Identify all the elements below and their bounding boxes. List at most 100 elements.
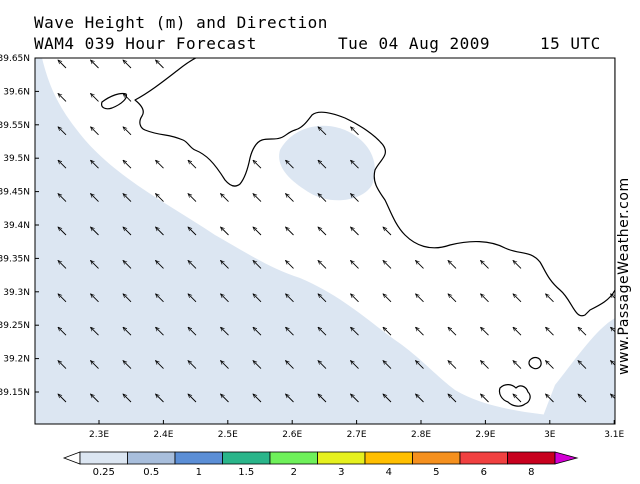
wave-arrow bbox=[318, 327, 327, 336]
wave-arrow bbox=[91, 361, 99, 369]
wave-arrow bbox=[123, 327, 132, 336]
scale-swatch bbox=[459, 451, 508, 465]
website-credit: www.PassageWeather.com bbox=[612, 120, 634, 380]
wave-arrow bbox=[318, 294, 327, 303]
lat-label: 39.2N bbox=[3, 355, 30, 365]
lon-label: 3E bbox=[544, 430, 556, 440]
wave-arrow bbox=[253, 294, 262, 303]
scale-swatch bbox=[222, 451, 271, 465]
wave-arrow bbox=[91, 294, 99, 303]
wave-arrow bbox=[318, 227, 327, 236]
wave-arrow bbox=[448, 427, 456, 435]
scale-label: 8 bbox=[528, 467, 534, 478]
wave-arrow bbox=[351, 127, 359, 136]
wave-arrow bbox=[416, 361, 424, 369]
wave-arrow bbox=[578, 327, 587, 336]
latitude-axis: 39.65N 39.6N 39.55N 39.5N 39.45N 39.4N 39.35N 3… bbox=[0, 54, 39, 398]
wave-arrow bbox=[58, 294, 67, 303]
wave-arrow bbox=[513, 394, 522, 403]
wave-arrow bbox=[383, 361, 392, 369]
wave-arrow bbox=[351, 227, 359, 236]
lat-label: 39.4N bbox=[3, 221, 30, 231]
wave-arrow bbox=[123, 160, 132, 169]
scale-swatch bbox=[79, 451, 128, 465]
wave-arrow bbox=[286, 227, 294, 236]
wave-arrow bbox=[91, 260, 99, 269]
wave-arrow bbox=[253, 260, 262, 269]
wave-arrow bbox=[383, 327, 392, 336]
wave-arrow bbox=[416, 327, 424, 336]
wave-arrow bbox=[253, 227, 262, 236]
credit-text: www.PassageWeather.com bbox=[616, 177, 632, 375]
wave-arrow bbox=[286, 160, 294, 169]
wave-arrow bbox=[383, 427, 391, 435]
forecast-model: WAM4 039 Hour Forecast bbox=[34, 34, 257, 53]
wave-arrow bbox=[513, 327, 522, 336]
wave-arrow bbox=[221, 227, 229, 236]
wave-arrow bbox=[123, 60, 132, 69]
wave-arrow bbox=[123, 361, 132, 369]
wave-arrow bbox=[318, 160, 327, 169]
wave-arrow bbox=[318, 127, 327, 136]
wave-arrow bbox=[253, 194, 262, 202]
wave-arrow bbox=[188, 160, 197, 169]
scale-swatch bbox=[317, 451, 366, 465]
wave-arrow bbox=[123, 394, 132, 403]
wave-arrow bbox=[123, 127, 132, 136]
low-wave-region-west bbox=[35, 58, 615, 424]
wave-arrow bbox=[481, 327, 489, 336]
wave-arrow bbox=[91, 60, 99, 69]
lat-label: 39.15N bbox=[0, 388, 30, 398]
wave-arrow bbox=[91, 93, 99, 102]
wave-arrow bbox=[351, 394, 359, 403]
scale-label: 2 bbox=[291, 467, 297, 478]
scale-swatch bbox=[269, 451, 318, 465]
scale-swatch bbox=[507, 451, 556, 465]
forecast-time: 15 UTC bbox=[540, 34, 601, 53]
wave-arrow bbox=[318, 194, 327, 202]
low-wave-region-bay bbox=[279, 125, 375, 201]
lon-label: 2.9E bbox=[475, 430, 495, 440]
wave-arrow bbox=[58, 427, 66, 435]
wave-arrow bbox=[91, 127, 99, 136]
wave-arrow bbox=[58, 60, 67, 69]
wave-arrow bbox=[123, 227, 132, 236]
wave-arrow bbox=[91, 394, 99, 403]
wave-arrow bbox=[221, 361, 229, 369]
lat-label: 39.6N bbox=[3, 87, 30, 97]
wave-arrow bbox=[58, 327, 67, 336]
wave-arrow bbox=[286, 327, 294, 336]
wave-arrow bbox=[91, 160, 99, 169]
wave-arrow bbox=[156, 160, 164, 169]
lon-label: 2.8E bbox=[411, 430, 431, 440]
wave-arrow bbox=[448, 260, 457, 269]
wave-arrow bbox=[383, 260, 392, 269]
wave-arrow bbox=[351, 327, 359, 336]
wave-arrow bbox=[58, 394, 67, 403]
scale-label: 1.5 bbox=[238, 467, 254, 478]
wave-arrow bbox=[286, 194, 294, 202]
wave-arrow bbox=[351, 294, 359, 303]
wave-arrow bbox=[416, 394, 424, 403]
wave-arrow bbox=[156, 227, 164, 236]
scale-swatch bbox=[412, 451, 461, 465]
wave-arrow bbox=[123, 194, 132, 202]
wave-arrow bbox=[156, 327, 164, 336]
dragonera-island bbox=[101, 92, 127, 110]
wave-arrow bbox=[578, 361, 587, 369]
wave-arrow bbox=[58, 361, 67, 369]
scale-label: 0.5 bbox=[143, 467, 159, 478]
wave-arrow bbox=[416, 260, 424, 269]
scale-min-cap bbox=[62, 451, 81, 465]
wave-arrow bbox=[188, 427, 196, 435]
wave-arrow bbox=[58, 227, 67, 236]
wave-arrow bbox=[188, 227, 197, 236]
wave-arrow bbox=[188, 327, 197, 336]
wave-arrow bbox=[318, 361, 327, 369]
wave-arrow bbox=[156, 260, 164, 269]
wave-arrow bbox=[91, 327, 99, 336]
longitude-axis: 2.3E 2.4E 2.5E 2.6E 2.7E 2.8E 2.9E 3E 3.1E bbox=[89, 420, 625, 440]
wave-arrow bbox=[318, 260, 327, 269]
wave-arrow bbox=[481, 394, 489, 403]
wave-arrow bbox=[448, 294, 457, 303]
